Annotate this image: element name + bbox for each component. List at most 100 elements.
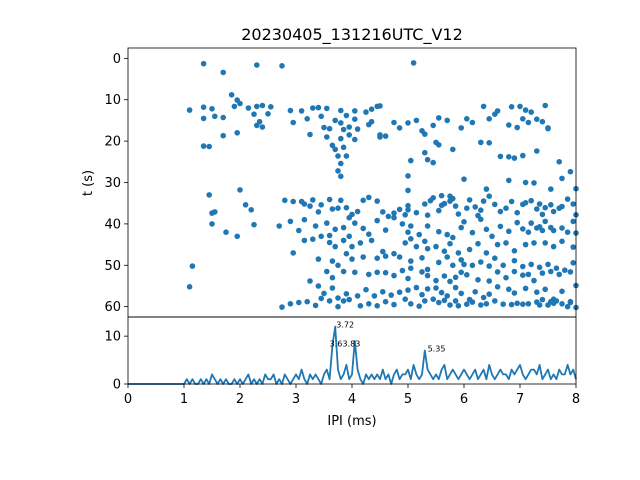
raster-point: [525, 271, 532, 278]
raster-point: [318, 113, 325, 120]
raster-point: [374, 198, 381, 204]
raster-point: [559, 175, 565, 182]
raster-point: [318, 295, 325, 302]
raster-point: [366, 231, 372, 237]
raster-point: [424, 266, 431, 273]
raster-point: [408, 157, 414, 164]
raster-point: [422, 201, 428, 207]
raster-point: [556, 159, 562, 165]
raster-point: [279, 304, 285, 310]
raster-point: [508, 301, 515, 308]
histogram-x-tick-label: 1: [180, 392, 188, 407]
raster-point: [444, 231, 451, 238]
raster-point: [343, 250, 350, 257]
raster-point: [413, 209, 420, 216]
raster-point: [354, 126, 361, 132]
raster-y-tick-label: 40: [104, 217, 121, 232]
raster-point: [419, 269, 425, 275]
raster-point: [321, 124, 327, 131]
raster-point: [259, 124, 266, 130]
peak-label: 3.6: [330, 340, 343, 349]
raster-point: [506, 122, 512, 128]
histogram-y-tick-label: 0: [113, 378, 121, 393]
raster-point: [374, 269, 381, 276]
raster-point: [564, 303, 571, 310]
chart-title: 20230405_131216UTC_V12: [241, 25, 463, 45]
raster-point: [419, 254, 425, 261]
raster-point: [419, 291, 425, 298]
raster-point: [382, 269, 389, 276]
raster-point: [436, 207, 442, 214]
raster-point: [335, 303, 341, 310]
raster-point: [452, 203, 459, 209]
raster-point: [366, 194, 372, 201]
histogram-x-tick-label: 4: [348, 392, 356, 407]
raster-point: [466, 197, 473, 203]
raster-point: [282, 197, 288, 204]
raster-point: [522, 200, 529, 206]
raster-point: [405, 120, 411, 126]
raster-point: [396, 125, 403, 131]
raster-point: [559, 301, 565, 307]
raster-point: [318, 233, 325, 240]
raster-point: [335, 168, 341, 174]
raster-point: [500, 262, 507, 269]
raster-point: [368, 118, 375, 125]
histogram-x-tick-label: 3: [292, 392, 300, 407]
raster-point: [545, 125, 551, 131]
raster-point: [461, 176, 467, 182]
raster-point: [413, 284, 420, 291]
raster-point: [363, 109, 369, 115]
raster-point: [396, 206, 403, 213]
raster-point: [531, 277, 537, 284]
raster-point: [200, 143, 207, 149]
raster-point: [542, 218, 548, 225]
raster-point: [408, 265, 414, 272]
histogram-x-tick-label: 2: [236, 392, 244, 407]
raster-point: [310, 105, 316, 111]
peak-labels: 3.72 3.6 3.83 5.35: [330, 321, 446, 354]
raster-point: [326, 298, 333, 304]
raster-point: [452, 274, 459, 281]
raster-point: [548, 268, 554, 275]
raster-point: [326, 239, 333, 246]
histogram-panel: 3.72 3.6 3.83 5.35 0 10 0 1 2 3 4 5 6 7 8 IPI (ms): [104, 316, 580, 429]
raster-point: [539, 270, 546, 276]
raster-point: [382, 298, 389, 305]
raster-point: [483, 186, 490, 192]
raster-point: [329, 142, 336, 149]
raster-point: [564, 196, 571, 202]
raster-point: [522, 285, 529, 292]
raster-point: [478, 139, 484, 146]
raster-point: [480, 294, 487, 301]
raster-point: [352, 220, 358, 226]
raster-point: [469, 229, 476, 236]
raster-y-tick-label: 50: [104, 259, 121, 274]
raster-point: [486, 278, 493, 284]
raster-point: [475, 240, 481, 247]
raster-point: [503, 240, 509, 246]
raster-point: [332, 243, 339, 250]
raster-point: [200, 115, 207, 122]
raster-point: [374, 255, 381, 261]
raster-point: [542, 204, 548, 211]
raster-point: [332, 117, 339, 124]
raster-point: [338, 107, 344, 114]
raster-point: [424, 286, 431, 292]
raster-point: [338, 160, 344, 167]
raster-point: [492, 111, 498, 117]
raster-point: [408, 258, 414, 264]
raster-point: [279, 63, 285, 69]
raster-point: [388, 292, 395, 298]
raster-point: [343, 153, 350, 159]
raster-point: [357, 303, 364, 309]
raster-point: [438, 192, 445, 199]
raster-point: [536, 201, 543, 207]
raster-point: [436, 142, 442, 148]
raster-y-tick-label: 60: [104, 300, 121, 315]
raster-point: [405, 207, 411, 213]
raster-point: [508, 104, 515, 110]
raster-point: [556, 271, 562, 278]
raster-point: [321, 290, 327, 297]
raster-point: [570, 244, 576, 250]
